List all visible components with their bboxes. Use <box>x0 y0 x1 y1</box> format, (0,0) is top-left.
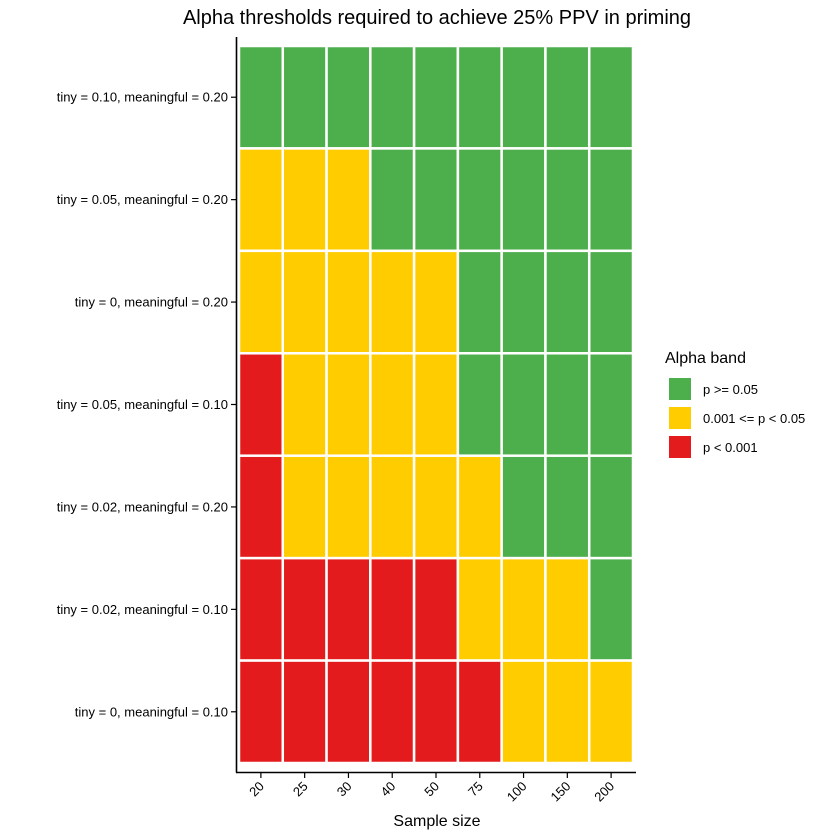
heatmap-cell <box>587 44 635 150</box>
x-tick-label: 50 <box>421 779 442 800</box>
heatmap-cell <box>369 454 416 560</box>
heatmap-cell <box>412 556 460 662</box>
heatmap-cell <box>544 454 591 560</box>
heatmap-cell <box>325 659 372 765</box>
heatmap-cell <box>325 147 372 253</box>
x-tick-label: 30 <box>334 779 355 800</box>
legend-key <box>669 436 691 458</box>
legend-key <box>669 378 691 400</box>
heatmap-cell <box>369 556 416 662</box>
heatmap-cell <box>412 659 460 765</box>
legend-key <box>669 407 691 429</box>
x-tick-label: 25 <box>290 779 311 800</box>
heatmap-cell <box>281 454 328 560</box>
heatmap-cell <box>412 147 460 253</box>
heatmap-cell <box>281 352 328 457</box>
x-axis-ticks: 20 25 30 40 50 75 100 150 200 <box>246 773 617 804</box>
axes <box>235 37 636 774</box>
heatmap-cell <box>456 454 503 560</box>
x-tick-label: 150 <box>548 779 574 805</box>
heatmap-cell <box>587 454 635 560</box>
x-tick-label: 100 <box>504 779 530 805</box>
heatmap-cell <box>281 659 328 765</box>
heatmap-cell <box>325 556 372 662</box>
heatmap-cell <box>412 352 460 457</box>
heatmap-cell <box>456 44 503 150</box>
heatmap-cell <box>325 249 372 355</box>
y-tick-label: tiny = 0.02, meaningful = 0.20 <box>57 499 228 514</box>
y-tick-label: tiny = 0.05, meaningful = 0.10 <box>57 397 228 412</box>
legend: Alpha band p >= 0.05 0.001 <= p < 0.05 p <… <box>665 350 805 458</box>
heatmap-cell <box>237 249 285 355</box>
heatmap-cell <box>237 659 285 765</box>
heatmap-cell <box>369 659 416 765</box>
heatmap-cell <box>237 556 285 662</box>
y-tick-label: tiny = 0.02, meaningful = 0.10 <box>57 602 228 617</box>
heatmap-cell <box>456 249 503 355</box>
y-tick-label: tiny = 0.10, meaningful = 0.20 <box>57 90 228 105</box>
heatmap-cell <box>412 44 460 150</box>
heatmap-cell <box>369 249 416 355</box>
y-tick-label: tiny = 0.05, meaningful = 0.20 <box>57 192 228 207</box>
legend-label: 0.001 <= p < 0.05 <box>703 411 805 426</box>
x-axis-title: Sample size <box>393 813 480 830</box>
heatmap-cell <box>369 352 416 457</box>
heatmap-cell <box>325 352 372 457</box>
heatmap-cell <box>369 147 416 253</box>
chart-title: Alpha thresholds required to achieve 25%… <box>183 7 691 29</box>
legend-title: Alpha band <box>665 350 746 367</box>
legend-label: p < 0.001 <box>703 440 758 455</box>
heatmap-cell <box>544 352 591 457</box>
heatmap-cell <box>587 352 635 457</box>
heatmap-cell <box>456 352 503 457</box>
heatmap-cell <box>587 147 635 253</box>
x-tick-label: 200 <box>591 779 617 805</box>
heatmap-cells <box>237 44 635 765</box>
heatmap-cell <box>237 44 285 150</box>
heatmap-cell <box>412 249 460 355</box>
heatmap-cell <box>544 249 591 355</box>
heatmap-cell <box>587 249 635 355</box>
heatmap-cell <box>500 352 547 457</box>
heatmap-cell <box>325 44 372 150</box>
x-tick-label: 40 <box>378 779 399 800</box>
heatmap-cell <box>587 556 635 662</box>
heatmap-cell <box>237 454 285 560</box>
heatmap-cell <box>544 556 591 662</box>
heatmap-cell <box>281 249 328 355</box>
y-tick-label: tiny = 0, meaningful = 0.20 <box>75 295 228 310</box>
heatmap-cell <box>325 454 372 560</box>
heatmap-cell <box>237 147 285 253</box>
heatmap-cell <box>500 147 547 253</box>
heatmap-cell <box>281 147 328 253</box>
heatmap-cell <box>281 556 328 662</box>
heatmap-cell <box>369 44 416 150</box>
heatmap-cell <box>237 352 285 457</box>
heatmap-cell <box>412 454 460 560</box>
heatmap-cell <box>500 659 547 765</box>
heatmap-cell <box>281 44 328 150</box>
y-axis-ticks: tiny = 0.10, meaningful = 0.20 tiny = 0.0… <box>57 90 236 719</box>
heatmap-cell <box>456 659 503 765</box>
heatmap-cell <box>544 44 591 150</box>
heatmap-cell <box>544 659 591 765</box>
heatmap-cell <box>456 556 503 662</box>
heatmap-cell <box>500 556 547 662</box>
heatmap-cell <box>500 249 547 355</box>
heatmap-cell <box>544 147 591 253</box>
legend-label: p >= 0.05 <box>703 382 758 397</box>
heatmap-cell <box>500 454 547 560</box>
x-tick-label: 75 <box>465 779 486 800</box>
heatmap-cell <box>587 659 635 765</box>
heatmap-cell <box>456 147 503 253</box>
x-tick-label: 20 <box>246 779 267 800</box>
y-tick-label: tiny = 0, meaningful = 0.10 <box>75 704 228 719</box>
heatmap-cell <box>500 44 547 150</box>
